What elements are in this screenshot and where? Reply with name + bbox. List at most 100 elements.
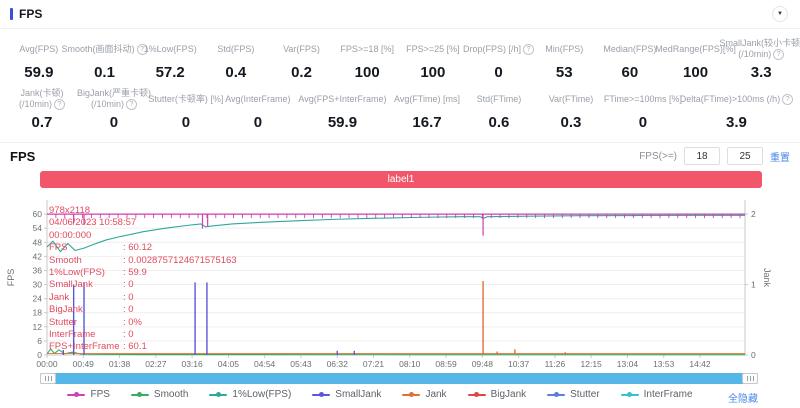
legend-swatch-icon (467, 390, 486, 400)
legend-label: Stutter (570, 389, 600, 400)
stat-label: Avg(FPS) (19, 43, 59, 54)
legend-item-smalljank[interactable]: SmallJank (312, 389, 381, 400)
stat-value: 0.7 (31, 114, 53, 131)
info-icon[interactable]: ? (125, 98, 137, 110)
legend-item-1-low-fps-[interactable]: 1%Low(FPS) (209, 389, 291, 400)
legend-swatch-icon (402, 390, 421, 400)
stat-label: 1%Low(FPS) (143, 43, 197, 54)
legend-item-smooth[interactable]: Smooth (130, 389, 189, 400)
info-icon[interactable]: ? (53, 98, 65, 110)
stat-cell: MedRange(FPS)[%] 100 (655, 37, 736, 81)
stat-value: 0 (494, 64, 503, 81)
stat-cell: Var(FTime) 0.3 (535, 87, 607, 131)
stat-cell: Avg(FPS+InterFrame) 59.9 (294, 87, 391, 131)
svg-text:14:42: 14:42 (689, 359, 711, 369)
stat-label: MedRange(FPS)[%] (655, 43, 736, 54)
stat-label: Var(FTime) (548, 93, 594, 104)
svg-text:54: 54 (33, 223, 43, 233)
legend-item-interframe[interactable]: InterFrame (620, 389, 693, 400)
stat-cell: Std(FPS) 0.4 (203, 37, 269, 81)
info-icon[interactable]: ? (136, 43, 148, 55)
stat-label: FPS>=18 [%] (340, 43, 394, 54)
svg-text:36: 36 (33, 265, 43, 275)
svg-text:18: 18 (33, 308, 43, 318)
stat-value: 0.2 (291, 64, 312, 81)
page-header: FPS ▼ (0, 0, 800, 29)
legend-item-bigjank[interactable]: BigJank (467, 389, 527, 400)
svg-text:30: 30 (33, 280, 43, 290)
stat-cell: 1%Low(FPS) 57.2 (137, 37, 203, 81)
svg-text:08:10: 08:10 (399, 359, 421, 369)
panel-toggle-button[interactable]: ▼ (772, 6, 788, 22)
info-icon[interactable]: ? (782, 93, 794, 105)
stat-label: Avg(FPS+InterFrame) (298, 93, 387, 104)
stat-cell: Var(FPS) 0.2 (269, 37, 335, 81)
svg-text:07:21: 07:21 (363, 359, 385, 369)
svg-text:13:53: 13:53 (653, 359, 675, 369)
svg-text:10:37: 10:37 (508, 359, 530, 369)
legend-swatch-icon (620, 390, 639, 400)
svg-text:12:15: 12:15 (581, 359, 603, 369)
stat-cell: Avg(InterFrame) 0 (222, 87, 294, 131)
legend-item-stutter[interactable]: Stutter (547, 389, 600, 400)
svg-text:2: 2 (751, 209, 756, 219)
svg-text:FPS: FPS (6, 269, 16, 287)
svg-text:Jank: Jank (762, 268, 772, 288)
stat-label: Min(FPS) (545, 43, 584, 54)
scrollbar-left-handle[interactable] (40, 373, 56, 384)
fps-threshold-input-1[interactable] (684, 147, 720, 165)
svg-text:04:54: 04:54 (254, 359, 276, 369)
svg-text:48: 48 (33, 237, 43, 247)
reset-link[interactable]: 重置 (770, 152, 790, 164)
legend-label: BigJank (490, 389, 527, 400)
fps-threshold-input-2[interactable] (727, 147, 763, 165)
stat-label: Var(FPS) (283, 43, 320, 54)
hide-all-link[interactable]: 全隐藏 (728, 394, 758, 405)
legend-label: Smooth (153, 389, 189, 400)
stat-value: 3.9 (726, 114, 747, 131)
fps-section-header: FPS FPS(>=) 重置 (0, 142, 800, 169)
page-title: FPS (19, 7, 43, 21)
grip-icon (746, 376, 754, 381)
svg-text:05:43: 05:43 (290, 359, 312, 369)
svg-text:06:32: 06:32 (327, 359, 349, 369)
legend-item-fps[interactable]: FPS (67, 389, 110, 400)
stat-label: Jank(卡顿) (/10min)? (18, 88, 65, 110)
stat-value: 3.3 (750, 64, 772, 81)
svg-text:03:16: 03:16 (181, 359, 203, 369)
stat-label: Delta(FTime)>100ms (/h)? (680, 87, 794, 111)
stat-cell: Avg(FPS) 59.9 (6, 37, 72, 81)
info-icon[interactable]: ? (523, 43, 535, 55)
stat-label: FTime>=100ms [%] (603, 93, 683, 104)
stat-label: Std(FPS) (217, 43, 255, 54)
legend-item-jank[interactable]: Jank (402, 389, 447, 400)
stat-label: Drop(FPS) [/h]? (463, 37, 535, 61)
stat-value: 57.2 (155, 64, 185, 81)
stat-label: Avg(InterFrame) (225, 93, 291, 104)
scrollbar-track[interactable] (40, 373, 758, 384)
svg-text:09:48: 09:48 (472, 359, 494, 369)
legend-swatch-icon (312, 390, 331, 400)
stat-value: 53 (555, 64, 573, 81)
stat-label: Smooth(画面抖动)? (62, 37, 148, 61)
stats-row-1: Avg(FPS) 59.9 Smooth(画面抖动)? 0.1 1%Low(FPS) 57… (0, 37, 800, 81)
legend-swatch-icon (67, 390, 86, 400)
stat-label: Avg(FTime) [ms] (394, 93, 461, 104)
legend-label: FPS (90, 389, 110, 400)
scrollbar-right-handle[interactable] (742, 373, 758, 384)
stat-label: Stutter(卡顿率) [%] (148, 93, 224, 104)
stat-value: 100 (354, 64, 380, 81)
stats-panel: Avg(FPS) 59.9 Smooth(画面抖动)? 0.1 1%Low(FPS) 57… (0, 29, 800, 142)
svg-text:00:00: 00:00 (36, 359, 58, 369)
stat-value: 0.4 (225, 64, 247, 81)
svg-text:08:59: 08:59 (435, 359, 457, 369)
chevron-down-icon: ▼ (777, 11, 783, 17)
svg-text:00:49: 00:49 (73, 359, 95, 369)
info-icon[interactable]: ? (773, 48, 785, 60)
svg-text:01:38: 01:38 (109, 359, 131, 369)
chart-range-scrollbar[interactable] (40, 373, 758, 384)
stat-value: 0.1 (94, 64, 115, 81)
legend-label: Jank (425, 389, 447, 400)
